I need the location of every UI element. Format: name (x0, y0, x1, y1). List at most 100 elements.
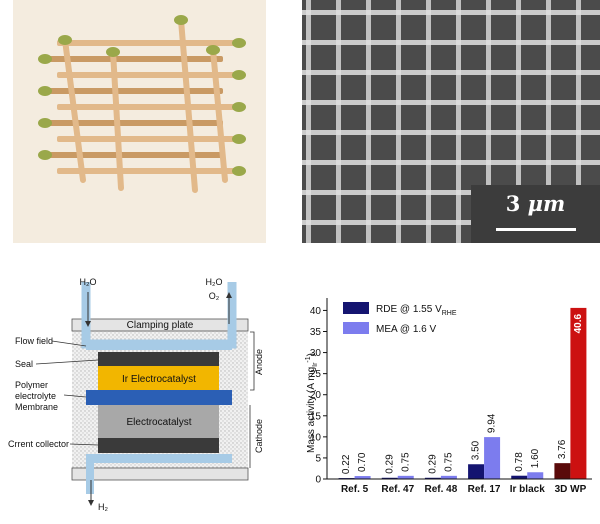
y-tick-label: 0 (315, 475, 321, 486)
sem-horizontal-rod (302, 190, 600, 195)
matchstick-head (106, 47, 120, 57)
bar-rde (424, 477, 441, 479)
membrane-label-line2: electrolyte (15, 391, 56, 401)
matchstick-horizontal (45, 56, 223, 62)
mass-activity-chart: 0 5 10 15 20 25 30 35 40 0.22 0.70 Ref. 5 0.29 0.75 R… (300, 262, 600, 524)
matchstick-horizontal (45, 152, 223, 158)
h2-out-arrowhead (88, 500, 94, 506)
anode-seal-layer (98, 352, 219, 366)
matchstick-head (206, 45, 220, 55)
data-label: 3.50 (471, 440, 482, 460)
y-tick-label: 20 (310, 390, 322, 401)
sem-vertical-rod (516, 0, 521, 243)
matchstick-head (174, 15, 188, 25)
sem-horizontal-rod (302, 100, 600, 105)
sem-vertical-rod (336, 0, 341, 243)
data-label: 3.76 (557, 439, 568, 459)
data-label: 0.29 (384, 454, 395, 474)
bar-rde (381, 477, 398, 479)
legend-swatch-rde (343, 302, 369, 314)
clamping-plate-label: Clamping plate (127, 320, 194, 331)
y-tick-label: 10 (310, 432, 322, 443)
flow-field-leader (51, 340, 87, 347)
y-tick-label: 15 (310, 411, 322, 422)
matchstick-head (38, 150, 52, 160)
bar-rde (468, 464, 485, 479)
current-collector-label: Crrent collector (8, 439, 69, 449)
bottom-clamping-plate (71, 467, 249, 481)
chart-legend: RDE @ 1.55 VRHE MEA @ 1.6 V (343, 302, 457, 335)
sem-vertical-rod (456, 0, 461, 243)
matchstick-horizontal (57, 136, 239, 142)
sem-vertical-rod (576, 0, 581, 243)
h2-out-label: H₂ (98, 502, 108, 512)
h2o-in-label: H₂O (80, 277, 97, 287)
x-category-label: Ir black (510, 484, 545, 495)
y-tick-label: 25 (310, 369, 322, 380)
membrane-label-line3: Membrane (15, 402, 58, 412)
membrane-layer (86, 390, 232, 405)
bar-mea (527, 472, 544, 479)
legend-label-mea: MEA @ 1.6 V (376, 324, 437, 335)
current-collector-layer (98, 438, 219, 453)
h2o-out-label: H₂O (206, 277, 223, 287)
matchstick-head (232, 134, 246, 144)
legend-label-rde: RDE @ 1.55 VRHE (376, 304, 457, 317)
data-label: 0.70 (357, 452, 368, 472)
matchstick-head (232, 38, 246, 48)
bar-mea (440, 475, 457, 479)
matchstick-head (58, 35, 72, 45)
matchstick-head (38, 118, 52, 128)
matchstick-head (232, 70, 246, 80)
scale-bar-label: 3 μm (471, 191, 600, 216)
x-category-label: Ref. 48 (425, 484, 458, 495)
electrolyzer-cell-schematic: Clamping plate Ir Electrocatalyst Electr… (0, 262, 300, 524)
matchstick-head (232, 166, 246, 176)
matchstick-vertical (110, 49, 124, 191)
matchstick-lattice-photo (13, 0, 266, 243)
anode-bracket (250, 331, 255, 391)
y-tick-label: 30 (310, 348, 322, 359)
data-label: 0.29 (428, 454, 439, 474)
y-axis-title: Mass activity (A mgIr-1) (305, 353, 319, 453)
scale-bar-box: 3 μm (471, 185, 600, 243)
collector-leader (69, 443, 99, 446)
o2-out-arrowhead (226, 292, 232, 298)
sem-horizontal-rod (302, 130, 600, 135)
legend-swatch-mea (343, 322, 369, 334)
data-label: 0.75 (444, 452, 455, 472)
cell-schematic-svg: Clamping plate Ir Electrocatalyst Electr… (8, 277, 264, 512)
cathode-electrocatalyst-layer (98, 405, 219, 438)
data-label: 1.60 (530, 448, 541, 468)
sem-vertical-rod (396, 0, 401, 243)
electrocatalyst-label: Electrocatalyst (126, 417, 191, 428)
data-label: 9.94 (487, 413, 498, 433)
top-clamping-plate (71, 318, 249, 332)
anode-label: Anode (254, 349, 264, 375)
cathode-label: Cathode (254, 419, 264, 453)
membrane-label-line1: Polymer (15, 380, 48, 390)
scale-bar-line (496, 228, 576, 231)
o2-out-label: O₂ (209, 291, 220, 301)
matchstick-vertical (62, 37, 86, 183)
sem-vertical-rod (306, 0, 311, 243)
sem-horizontal-rod (302, 40, 600, 45)
data-label: 0.75 (400, 452, 411, 472)
matchstick-horizontal (45, 88, 223, 94)
x-category-label: Ref. 17 (468, 484, 501, 495)
scale-number: 3 (505, 191, 521, 216)
x-category-label: Ref. 5 (341, 484, 369, 495)
bar-mea (570, 307, 587, 479)
sem-grid-illustration (302, 0, 600, 243)
matchstick-vertical (210, 47, 228, 183)
sem-vertical-rod (486, 0, 491, 243)
sem-horizontal-rod (302, 220, 600, 225)
matchstick-head (38, 54, 52, 64)
bar-mea (397, 475, 414, 479)
matchstick-head (232, 102, 246, 112)
matchstick-vertical (178, 17, 198, 193)
ir-layer-label: Ir Electrocatalyst (122, 374, 196, 385)
cathode-flow-field (86, 454, 232, 463)
anode-flow-field (86, 340, 232, 350)
sem-horizontal-rod (302, 70, 600, 75)
